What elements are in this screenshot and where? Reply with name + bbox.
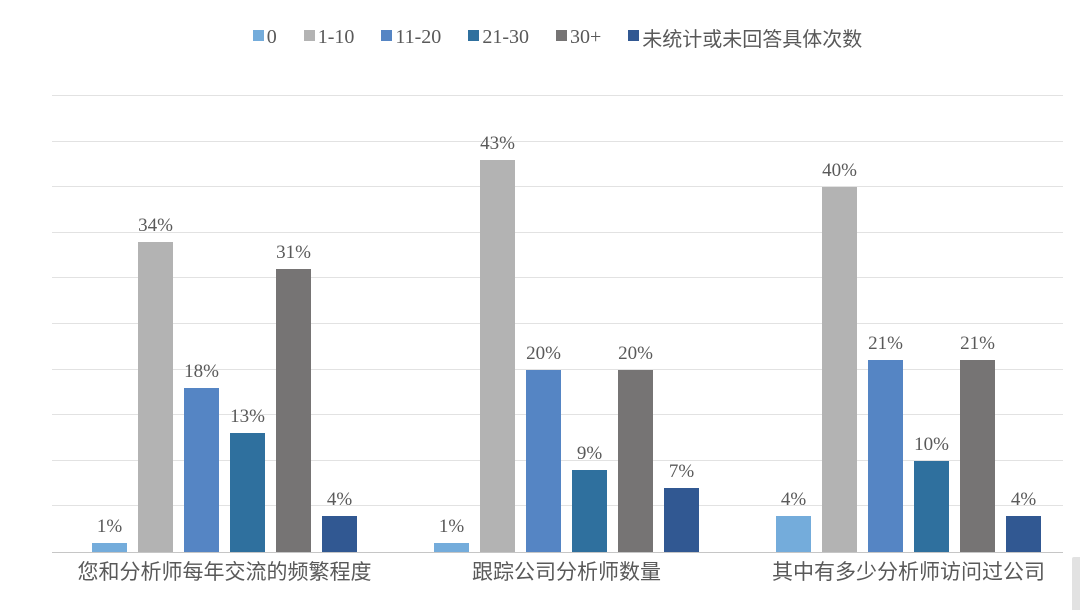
bar-series-3-category-2: [526, 369, 561, 552]
legend-label: 1-10: [317, 25, 355, 48]
data-label-series-3-category-2: 20%: [526, 342, 561, 364]
gridline-45: [52, 140, 1063, 142]
legend-swatch-icon: [555, 29, 567, 41]
category-label-2: 跟踪公司分析师数量: [472, 560, 661, 584]
legend-swatch-icon: [381, 29, 393, 41]
bar-series-3-category-1: [184, 387, 219, 552]
data-label-series-5-category-1: 31%: [276, 242, 311, 264]
legend-item-5: 30+: [555, 25, 602, 49]
data-label-series-2-category-3: 40%: [822, 160, 857, 182]
data-label-series-4-category-1: 13%: [230, 406, 265, 428]
bar-series-1-category-2: [434, 542, 469, 552]
legend-item-6: 未统计或未回答具体次数: [628, 23, 862, 52]
data-label-series-6-category-3: 4%: [1010, 488, 1037, 510]
bar-series-5-category-1: [276, 269, 311, 552]
category-label-1: 您和分析师每年交流的频繁程度: [77, 560, 372, 584]
gridline-35: [52, 231, 1063, 233]
bar-series-6-category-3: [1006, 515, 1041, 552]
bar-series-6-category-2: [664, 488, 699, 552]
data-label-series-2-category-2: 43%: [480, 132, 515, 154]
bar-series-1-category-1: [92, 542, 127, 552]
bar-series-2-category-2: [480, 159, 515, 552]
data-label-series-1-category-1: 1%: [96, 515, 123, 537]
chart-legend: 0 1-10 11-20 21-30 30+ 未统计或未回答具体次数: [52, 22, 1063, 52]
bar-series-2-category-1: [138, 241, 173, 552]
legend-label: 0: [266, 25, 277, 48]
gridline-20: [52, 368, 1063, 370]
legend-label: 未统计或未回答具体次数: [642, 28, 863, 51]
gridline-25: [52, 323, 1063, 324]
legend-swatch-icon: [468, 29, 480, 41]
gridline-50: [52, 95, 1063, 96]
bar-series-1-category-3: [776, 515, 811, 552]
category-label-3: 其中有多少分析师访问过公司: [772, 560, 1045, 584]
legend-item-3: 11-20: [381, 26, 441, 49]
legend-item-2: 1-10: [303, 25, 355, 49]
data-label-series-4-category-2: 9%: [576, 442, 603, 464]
data-label-series-6-category-2: 7%: [668, 461, 695, 483]
bar-series-3-category-3: [868, 360, 903, 552]
legend-swatch-icon: [252, 29, 264, 41]
data-label-series-4-category-3: 10%: [914, 433, 949, 455]
gridline-30: [52, 277, 1063, 279]
data-label-series-3-category-1: 18%: [184, 360, 219, 382]
data-label-series-1-category-3: 4%: [780, 488, 807, 510]
legend-item-1: 0: [252, 25, 277, 49]
legend-label: 11-20: [395, 25, 442, 48]
data-label-series-3-category-3: 21%: [868, 333, 903, 355]
page-edge-artifact: [1072, 557, 1080, 610]
bar-series-4-category-3: [914, 460, 949, 552]
x-axis-line: [52, 552, 1063, 553]
legend-item-4: 21-30: [468, 26, 529, 49]
data-label-series-6-category-1: 4%: [326, 488, 353, 510]
bar-series-5-category-2: [618, 369, 653, 552]
gridline-40: [52, 186, 1063, 188]
data-label-series-5-category-2: 20%: [618, 342, 653, 364]
category-axis: 您和分析师每年交流的频繁程度 跟踪公司分析师数量 其中有多少分析师访问过公司: [52, 557, 1063, 591]
plot-area: 1% 34% 18% 13% 31% 4% 1% 43% 20% 9% 20% 7% 4% 40% 21% 1…: [52, 95, 1063, 553]
bar-series-5-category-3: [960, 360, 995, 552]
data-label-series-1-category-2: 1%: [438, 515, 465, 537]
legend-swatch-icon: [628, 29, 640, 41]
bar-series-4-category-2: [572, 469, 607, 552]
data-label-series-2-category-1: 34%: [138, 214, 173, 236]
legend-label: 21-30: [482, 25, 529, 48]
legend-swatch-icon: [303, 29, 315, 41]
legend-label: 30+: [569, 25, 602, 48]
bar-series-6-category-1: [322, 515, 357, 552]
data-label-series-5-category-3: 21%: [960, 333, 995, 355]
bar-series-2-category-3: [822, 187, 857, 552]
bar-series-4-category-1: [230, 433, 265, 552]
